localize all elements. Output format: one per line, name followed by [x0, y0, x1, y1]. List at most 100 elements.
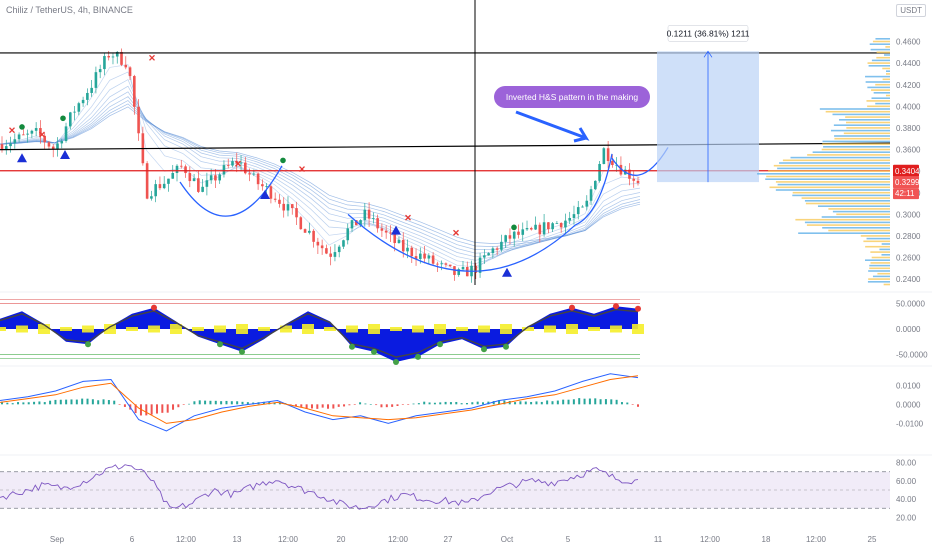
candle-body	[303, 229, 307, 233]
macd-histogram-bar	[498, 400, 501, 405]
macd-histogram-bar	[391, 404, 394, 407]
macd-histogram-bar	[321, 404, 324, 408]
volume-profile-bar	[790, 156, 890, 159]
macd-series-line	[0, 375, 639, 424]
ema-line	[0, 106, 641, 244]
price-axis-label: 0.2600	[896, 254, 921, 263]
macd-histogram-bar	[519, 401, 522, 405]
ema-line	[0, 100, 641, 250]
macd-histogram-bar	[38, 401, 41, 405]
volume-profile-bar	[822, 227, 890, 229]
macd-histogram-bar	[535, 401, 538, 405]
macd-histogram-bar	[262, 401, 265, 405]
candle-body	[312, 230, 315, 242]
macd-histogram-bar	[604, 399, 607, 405]
candle-body	[354, 220, 358, 226]
candle-body	[534, 224, 537, 230]
candle-body	[598, 163, 601, 181]
macd-histogram-bar	[417, 403, 420, 405]
macd-histogram-bar	[310, 404, 313, 409]
volume-profile-bar	[822, 140, 890, 143]
volume-profile-bar	[821, 216, 890, 218]
macd-histogram-bar	[300, 404, 303, 407]
candle-body	[512, 231, 516, 239]
macd-histogram-bar	[353, 404, 356, 405]
candle-body	[137, 106, 140, 134]
candle-body	[60, 141, 64, 144]
macd-histogram-bar	[236, 401, 239, 405]
candle-body	[56, 143, 59, 150]
candle-body	[478, 257, 482, 273]
macd-histogram-bar	[375, 404, 378, 406]
candle-body	[363, 209, 367, 221]
volume-profile-bar	[769, 186, 890, 189]
currency-badge[interactable]: USDT	[896, 4, 926, 17]
candle-body	[538, 224, 542, 235]
candle-body	[201, 186, 204, 192]
volume-profile-bar	[805, 202, 890, 205]
macd-histogram-bar	[412, 403, 415, 405]
macd-histogram-bar	[316, 404, 319, 409]
macd-histogram-bar	[11, 403, 14, 405]
macd-histogram-bar	[6, 402, 9, 405]
candle-body	[410, 247, 414, 257]
candle-body	[209, 175, 213, 181]
oscillator-yellow-bar	[434, 324, 446, 334]
macd-histogram-bar	[1, 401, 3, 405]
macd-histogram-bar	[54, 399, 57, 405]
candle-body	[81, 99, 85, 104]
volume-profile-bar	[879, 248, 890, 251]
price-axis-label: 0.2800	[896, 232, 921, 241]
oscillator-yellow-bar	[280, 325, 292, 333]
price-axis-label: 0.4000	[896, 102, 921, 111]
macd-histogram-bar	[487, 401, 490, 405]
macd-histogram-bar	[471, 402, 474, 405]
oscillator-yellow-bar	[38, 324, 50, 334]
candle-body	[397, 239, 401, 244]
timer-tag: 42:11	[895, 189, 915, 198]
oversold-dot-icon	[85, 341, 91, 348]
macd-histogram-bar	[241, 401, 244, 405]
candle-body	[197, 178, 200, 192]
volume-profile-bar	[846, 127, 890, 129]
right-rise-curve	[574, 153, 613, 226]
candle-body	[167, 178, 170, 184]
macd-histogram-bar	[492, 401, 495, 405]
candle-body	[427, 255, 431, 259]
oscillator-yellow-bar	[104, 324, 116, 334]
macd-histogram-bar	[166, 404, 169, 413]
candle-body	[585, 200, 589, 207]
ema-line	[0, 96, 641, 254]
oscillator-axis-label: 50.0000	[896, 300, 925, 309]
candle-body	[231, 161, 234, 166]
candle-body	[555, 222, 559, 224]
volume-profile-bar	[871, 256, 890, 259]
volume-profile-bar	[825, 110, 890, 113]
macd-histogram-bar	[49, 400, 52, 405]
signal-dot-icon	[19, 124, 25, 130]
macd-histogram-bar	[423, 401, 426, 405]
candle-body	[269, 186, 273, 199]
volume-profile-bar	[757, 173, 890, 175]
macd-histogram-bar	[81, 398, 84, 405]
volume-profile-bar	[869, 267, 890, 270]
last-price-tag-bg	[893, 164, 919, 177]
macd-histogram-bar	[626, 402, 629, 405]
candle-body	[43, 135, 46, 143]
macd-histogram-bar	[225, 400, 228, 405]
oscillator-yellow-bar	[258, 327, 270, 331]
volume-profile-bar	[792, 191, 890, 194]
time-axis-label: 12:00	[176, 535, 197, 544]
rsi-axis-label: 80.00	[896, 459, 917, 468]
candle-body	[26, 133, 29, 135]
oscillator-yellow-bar	[214, 325, 226, 333]
buy-triangle-icon	[260, 189, 270, 199]
macd-histogram-bar	[246, 402, 249, 405]
candle-body	[547, 222, 550, 230]
volume-profile-bar	[863, 240, 890, 243]
candle-body	[611, 161, 614, 166]
price-axis-label: 0.2400	[896, 275, 921, 284]
candle-body	[487, 253, 490, 256]
